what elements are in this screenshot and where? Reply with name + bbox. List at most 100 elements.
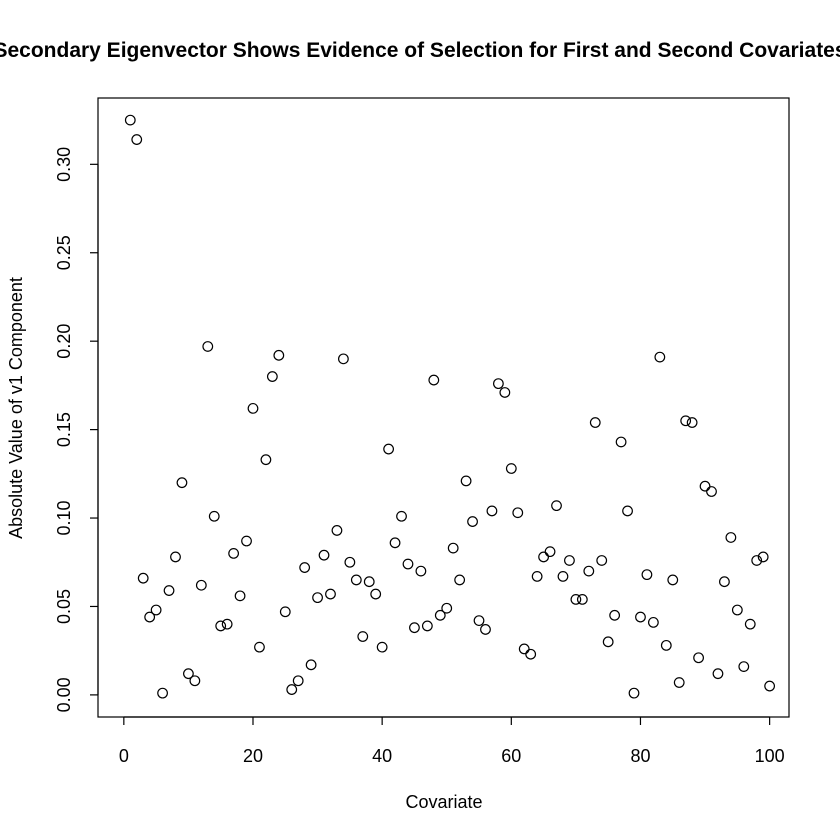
data-point [576, 593, 588, 605]
data-point [719, 576, 730, 588]
data-point [124, 114, 136, 126]
data-point [538, 551, 549, 563]
data-point [331, 525, 343, 536]
data-point [712, 668, 724, 680]
data-point [409, 622, 420, 634]
y-axis: 0.00 0.05 0.10 0.15 0.20 0.25 0.30 [54, 147, 99, 712]
data-point [473, 615, 485, 627]
data-point [144, 611, 156, 623]
data-point [583, 565, 595, 577]
data-point [338, 353, 349, 365]
data-point [764, 680, 776, 692]
data-point [531, 570, 543, 582]
data-point [241, 535, 252, 547]
data-point [686, 417, 698, 428]
y-tick-label: 0.30 [54, 147, 74, 182]
data-point [480, 624, 491, 635]
x-tick-label: 100 [755, 746, 785, 766]
data-point [589, 417, 601, 428]
data-point [350, 574, 362, 586]
data-point [163, 585, 175, 596]
data-point [744, 618, 756, 630]
data-point [428, 374, 440, 386]
data-point [751, 555, 763, 566]
data-point [363, 576, 375, 588]
data-point [525, 648, 537, 660]
data-point [305, 659, 317, 671]
data-point [693, 652, 704, 664]
plot-frame [97, 97, 790, 718]
data-point [434, 609, 446, 621]
data-point [402, 558, 414, 570]
data-point [344, 556, 356, 568]
data-point [641, 569, 653, 581]
data-points [124, 114, 776, 699]
data-point [170, 551, 181, 563]
data-point [415, 565, 427, 577]
data-point [654, 351, 666, 363]
data-point [247, 402, 259, 414]
data-point [318, 549, 330, 561]
data-point [157, 687, 168, 699]
data-point [286, 684, 298, 695]
data-point [273, 349, 285, 361]
data-point [266, 371, 278, 382]
y-tick-label: 0.25 [54, 235, 74, 270]
data-point [279, 606, 291, 618]
data-point [376, 641, 388, 653]
data-point [383, 443, 395, 455]
data-point [221, 618, 233, 630]
data-point [454, 574, 466, 586]
data-point [183, 668, 194, 680]
data-point [609, 609, 621, 621]
data-point [564, 555, 575, 566]
data-point [699, 480, 711, 492]
x-tick-label: 0 [119, 746, 129, 766]
y-tick-label: 0.15 [54, 412, 74, 447]
data-point [312, 592, 323, 604]
x-tick-label: 20 [243, 746, 263, 766]
data-point [731, 604, 743, 616]
data-point [131, 134, 143, 145]
x-tick-label: 80 [630, 746, 650, 766]
data-point [512, 507, 524, 519]
data-point [215, 620, 227, 632]
data-point [299, 562, 311, 573]
data-point [396, 510, 407, 522]
x-axis-label: Covariate [405, 792, 482, 812]
data-point [615, 436, 627, 448]
data-point [254, 641, 265, 653]
data-point [460, 475, 472, 487]
data-point [738, 661, 750, 672]
data-point [176, 477, 188, 489]
data-point [370, 588, 382, 600]
data-point [602, 636, 614, 648]
data-point [635, 611, 646, 623]
data-point [421, 620, 433, 632]
data-point [551, 500, 562, 512]
data-point [680, 415, 692, 427]
data-point [628, 687, 640, 699]
data-point [667, 574, 679, 586]
data-point [195, 579, 207, 591]
data-point [228, 548, 240, 559]
data-point [673, 677, 685, 688]
data-point [570, 593, 582, 605]
data-point [557, 570, 569, 582]
data-point [389, 537, 401, 549]
data-point [357, 631, 369, 642]
y-tick-label: 0.20 [54, 324, 74, 359]
x-tick-label: 40 [372, 746, 392, 766]
data-point [292, 675, 304, 687]
data-point [660, 639, 672, 651]
data-point [150, 604, 162, 616]
data-point [202, 341, 214, 352]
data-point [706, 486, 717, 497]
x-tick-label: 60 [501, 746, 521, 766]
x-axis: 0 20 40 60 80 100 [119, 716, 785, 766]
data-point [208, 510, 220, 522]
data-point [647, 616, 659, 628]
data-point [499, 387, 511, 398]
y-axis-label: Absolute Value of v1 Component [6, 277, 26, 539]
